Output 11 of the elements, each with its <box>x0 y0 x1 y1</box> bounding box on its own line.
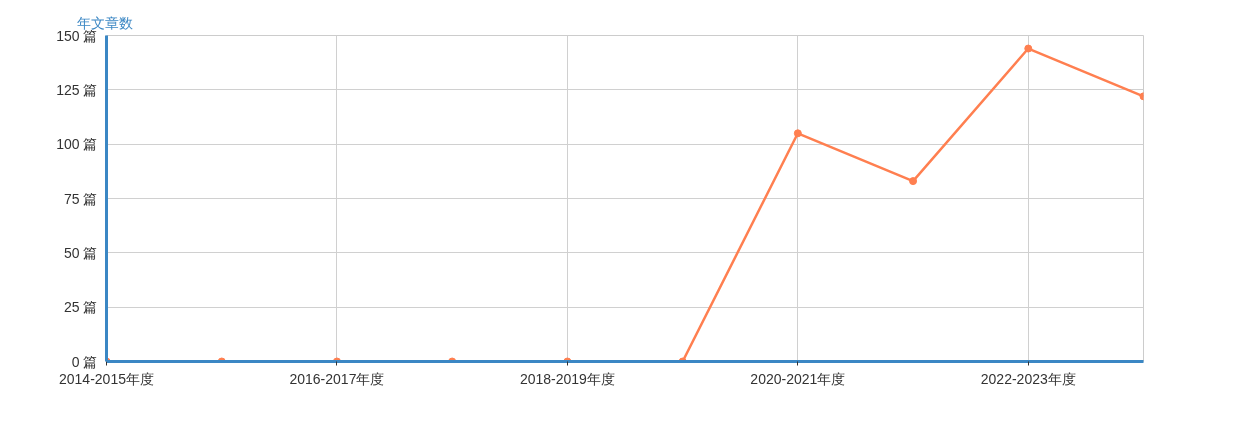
y-tick-label: 125 篇 <box>56 81 98 98</box>
y-tick-label: 100 篇 <box>56 136 98 153</box>
x-tick-label: 2014-2015年度 <box>59 370 154 387</box>
y-tick-label: 50 篇 <box>64 244 98 261</box>
y-tick-label: 75 篇 <box>64 190 98 207</box>
y-tick-label: 25 篇 <box>64 299 98 316</box>
y-tick-label: 0 篇 <box>71 353 98 370</box>
x-tick-label: 2018-2019年度 <box>519 370 615 387</box>
x-tick-label: 2020-2021年度 <box>750 370 846 387</box>
x-tick-label: 2022-2023年度 <box>980 370 1076 387</box>
x-tick-label: 2016-2017年度 <box>289 370 385 387</box>
